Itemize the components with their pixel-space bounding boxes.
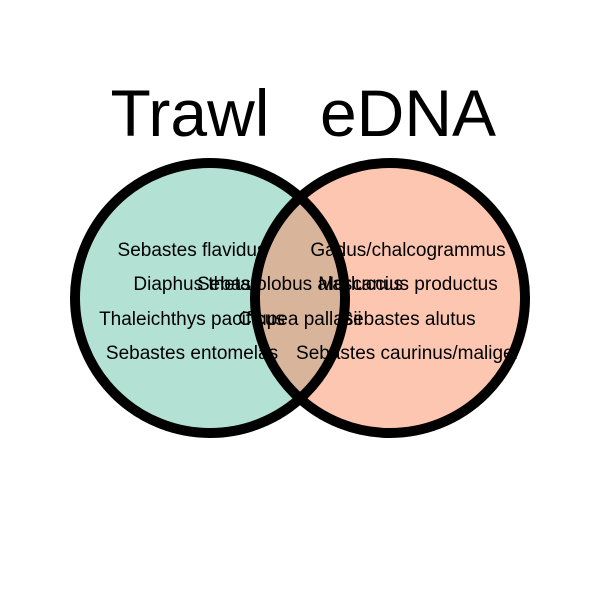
both-items: Sebastolobus alascanus Clupea pallasii (197, 274, 403, 330)
trawl-only-item: Sebastes flavidus (118, 240, 267, 261)
edna-only-items: Gadus/chalcogrammus Merluccius productus… (296, 240, 521, 364)
trawl-title: Trawl (111, 76, 270, 150)
trawl-only-items: Sebastes flavidus Diaphus theta Thaleich… (99, 240, 285, 364)
edna-only-item: Merluccius productus (318, 274, 498, 295)
edna-only-item: Sebastes caurinus/maliger (296, 343, 521, 364)
edna-title: eDNA (320, 76, 496, 150)
trawl-only-item: Sebastes entomelas (106, 343, 278, 364)
trawl-only-item: Diaphus theta (133, 274, 251, 295)
trawl-only-item: Thaleichthys pacificus (99, 309, 285, 330)
trawl-circle-outline (70, 158, 350, 438)
both-item: Clupea pallasii (238, 309, 362, 330)
both-item: Sebastolobus alascanus (197, 274, 403, 295)
edna-only-item: Sebastes alutus (340, 309, 475, 330)
edna-only-item: Gadus/chalcogrammus (310, 240, 505, 261)
edna-circle-outline (250, 158, 530, 438)
